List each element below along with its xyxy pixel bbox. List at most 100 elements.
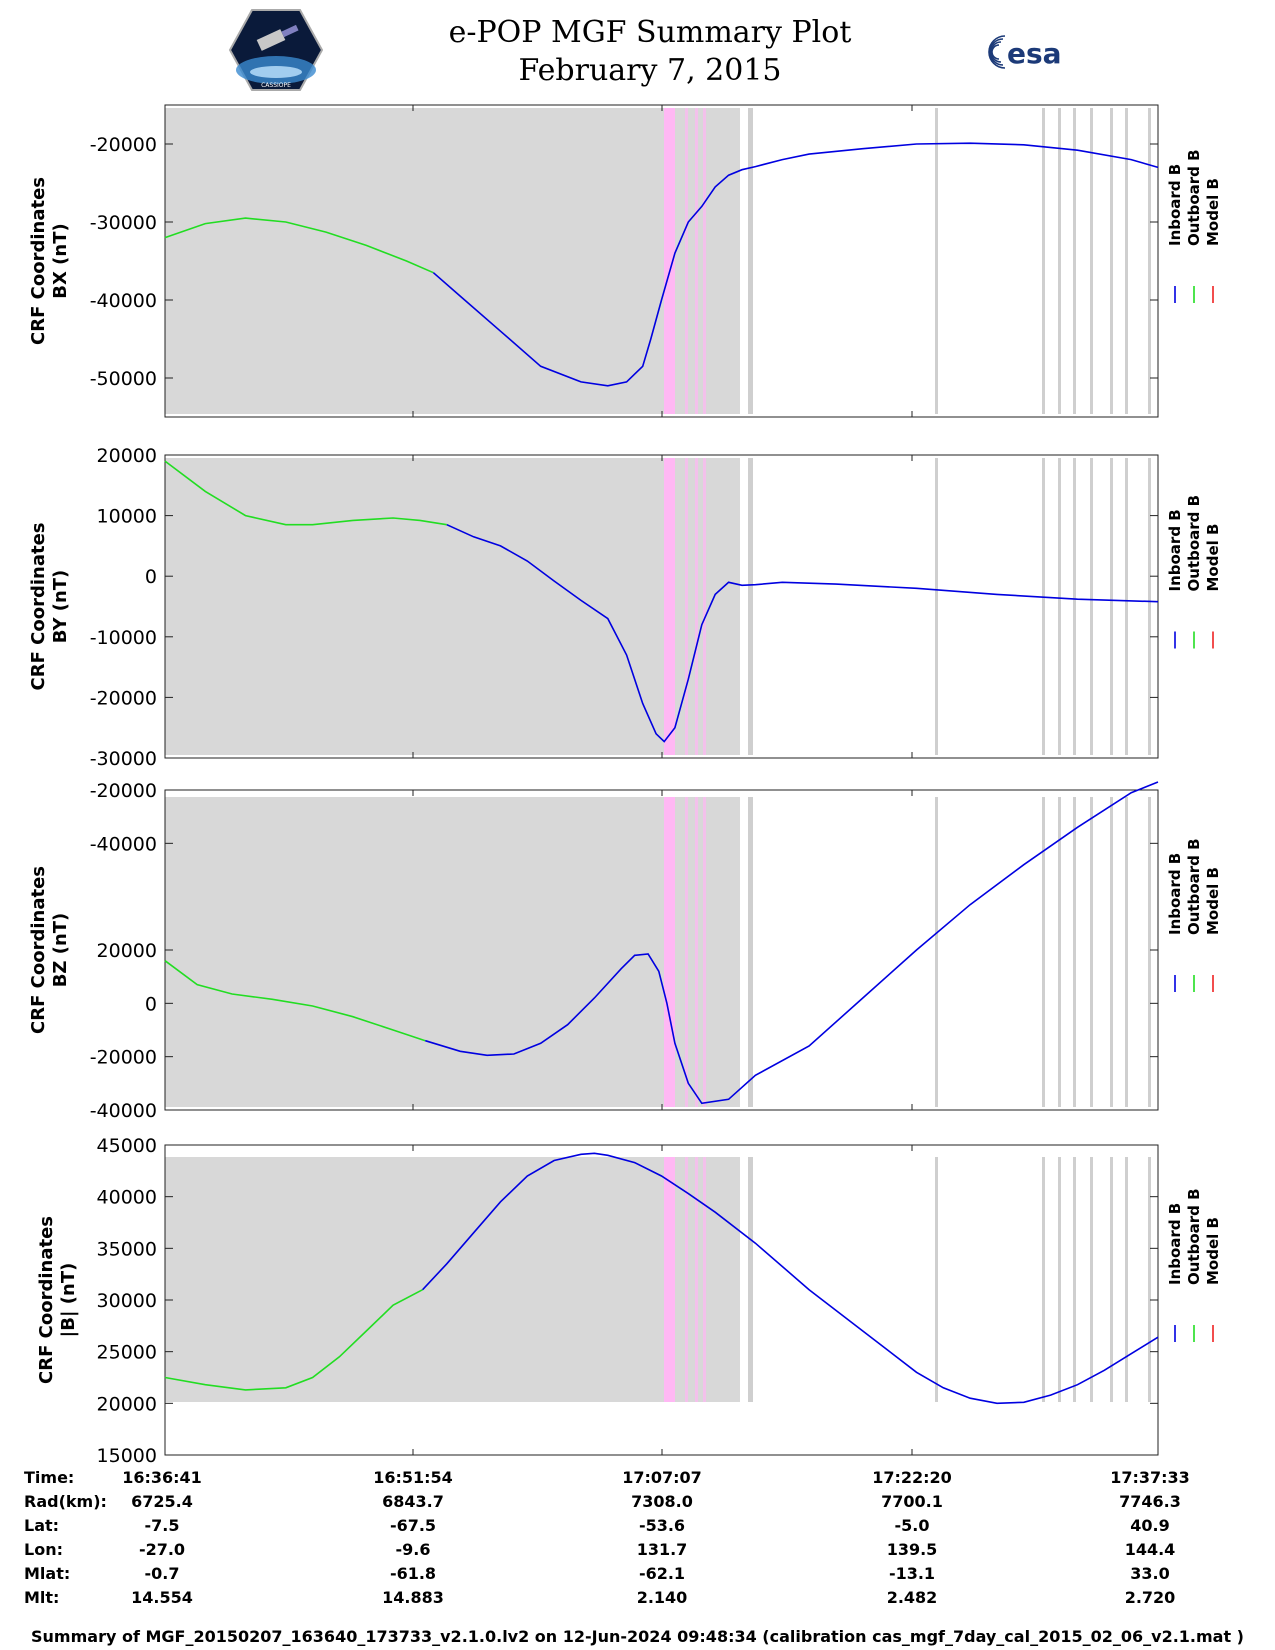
gap-band: [748, 1157, 753, 1402]
legend-outboard-label: Outboard B: [1185, 495, 1203, 592]
y-tick-label: 40000: [97, 1187, 157, 1209]
gap-line: [1110, 458, 1113, 755]
gap-line: [1125, 1157, 1128, 1402]
gap-band: [748, 797, 753, 1107]
y-tick-label: 45000: [97, 1135, 157, 1157]
y-tick-label: -30000: [90, 212, 157, 234]
gap-line: [1110, 1157, 1113, 1402]
pink-band: [695, 1157, 698, 1402]
y-tick-label: 20000: [97, 1393, 157, 1415]
legend-inboard-label: Inboard B: [1166, 853, 1184, 935]
legend-inboard-label: Inboard B: [1166, 164, 1184, 246]
gap-line: [1148, 458, 1151, 755]
pink-band: [703, 797, 706, 1107]
y-tick-label: 30000: [97, 1290, 157, 1312]
y-tick-label: 0: [145, 566, 157, 588]
pink-band: [664, 797, 675, 1107]
y-tick-label: -40000: [90, 833, 157, 855]
cassiope-logo: CASSIOPE: [228, 8, 324, 96]
y-tick-label: -20000: [90, 687, 157, 709]
outboard-b-line: [164, 1288, 423, 1391]
inboard-b-line: [446, 523, 1159, 743]
panel-by: 20000 10000 0 -10000 -20000 -30000 CRF Coordin…: [28, 445, 1222, 770]
gap-line: [1090, 108, 1093, 414]
gap-line: [1058, 458, 1061, 755]
pink-band: [703, 458, 706, 755]
legend-outboard-label: Outboard B: [1185, 1188, 1203, 1285]
outboard-b-line: [164, 960, 426, 1042]
y-tick-label: -40000: [90, 1100, 157, 1122]
pink-band: [685, 108, 688, 414]
gap-line: [1042, 108, 1045, 414]
footer-caption: Summary of MGF_20150207_163640_173733_v2…: [31, 1627, 1244, 1646]
pink-band: [664, 108, 675, 414]
esa-logo-text: esa: [1007, 37, 1062, 70]
gap-band: [748, 108, 753, 414]
gap-line: [935, 108, 938, 414]
legend-outboard-label: Outboard B: [1185, 149, 1203, 246]
y-axis-label: CRF Coordinates|B| (nT): [36, 1216, 79, 1384]
y-axis-label: CRF CoordinatesBZ (nT): [28, 866, 71, 1034]
legend-model-label: Model B: [1204, 867, 1222, 935]
legend-outboard-label: Outboard B: [1185, 838, 1203, 935]
inboard-b-line: [425, 781, 1159, 1105]
gap-line: [1058, 1157, 1061, 1402]
y-tick-label: 20000: [97, 940, 157, 962]
y-tick-label: -20000: [90, 780, 157, 802]
y-tick-label: 15000: [97, 1445, 157, 1467]
pink-band: [695, 797, 698, 1107]
pink-band: [664, 458, 675, 755]
gap-line: [935, 1157, 938, 1402]
logo-caption: CASSIOPE: [261, 82, 291, 89]
pink-band: [685, 797, 688, 1107]
pink-band: [685, 458, 688, 755]
y-tick-label: 20000: [97, 445, 157, 467]
pink-band: [695, 458, 698, 755]
gap-line: [1125, 797, 1128, 1107]
gap-line: [1090, 1157, 1093, 1402]
y-axis-label: CRF CoordinatesBX (nT): [28, 177, 71, 345]
gap-line: [1090, 797, 1093, 1107]
y-tick-label: 35000: [97, 1238, 157, 1260]
y-tick-label: 10000: [97, 506, 157, 528]
legend-model-label: Model B: [1204, 524, 1222, 592]
gap-line: [1125, 458, 1128, 755]
gap-line: [1073, 458, 1076, 755]
title-line-2: February 7, 2015: [518, 53, 782, 88]
panel-bz: -20000 -40000 20000 0 -20000 -40000 CRF Coordi…: [28, 780, 1222, 1122]
shaded-region: [165, 1157, 740, 1402]
outboard-b-line: [164, 460, 447, 526]
y-tick-label: -10000: [90, 627, 157, 649]
gap-line: [1073, 797, 1076, 1107]
pink-band: [685, 1157, 688, 1402]
shaded-region: [165, 458, 740, 755]
gap-line: [1058, 797, 1061, 1107]
y-tick-label: -20000: [90, 1047, 157, 1069]
legend-model-label: Model B: [1204, 1217, 1222, 1285]
legend-inboard-label: Inboard B: [1166, 509, 1184, 591]
pink-band: [703, 1157, 706, 1402]
y-tick-label: -30000: [90, 748, 157, 770]
gap-line: [935, 458, 938, 755]
gap-line: [1042, 797, 1045, 1107]
gap-band: [748, 458, 753, 755]
gap-line: [1148, 108, 1151, 414]
panel-bmag: 45000 40000 35000 30000 25000 20000 15000 CRF C…: [36, 1135, 1222, 1467]
shaded-region: [165, 797, 740, 1107]
gap-line: [1125, 108, 1128, 414]
y-tick-label: -20000: [90, 134, 157, 156]
esa-logo: esa: [975, 30, 1085, 78]
legend-model-label: Model B: [1204, 178, 1222, 246]
pink-band: [664, 1157, 675, 1402]
title-line-1: e-POP MGF Summary Plot: [448, 15, 852, 50]
y-tick-label: 25000: [97, 1342, 157, 1364]
gap-line: [1090, 458, 1093, 755]
pink-band: [695, 108, 698, 414]
gap-line: [1110, 797, 1113, 1107]
y-tick-label: 0: [145, 993, 157, 1015]
gap-line: [1073, 1157, 1076, 1402]
legend-inboard-label: Inboard B: [1166, 1203, 1184, 1285]
plot-title: e-POP MGF Summary Plot February 7, 2015: [400, 14, 900, 90]
gap-line: [1042, 1157, 1045, 1402]
